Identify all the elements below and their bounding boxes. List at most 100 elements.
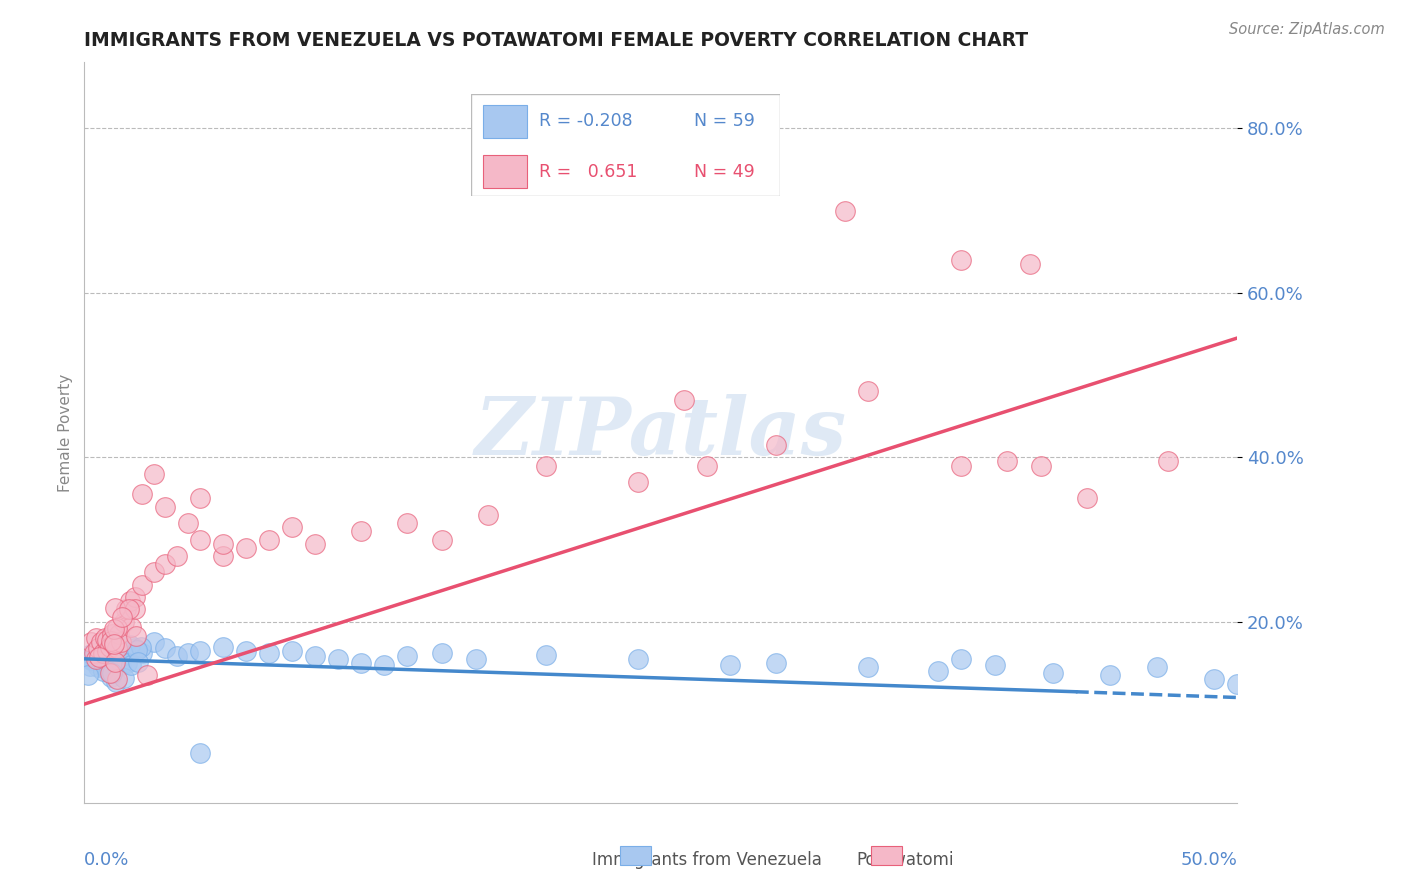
- Point: [142, 635, 165, 649]
- Point: [101, 649, 124, 664]
- Point: [94, 632, 117, 646]
- Point: [103, 635, 125, 649]
- Point: [103, 637, 125, 651]
- Point: [84, 656, 107, 670]
- Point: [108, 656, 131, 670]
- Point: [87, 646, 110, 660]
- Point: [124, 601, 146, 615]
- Point: [94, 641, 117, 656]
- Point: [235, 643, 257, 657]
- Point: [105, 641, 128, 656]
- Text: N = 49: N = 49: [693, 162, 755, 180]
- Point: [211, 549, 233, 563]
- Point: [257, 533, 280, 547]
- Point: [257, 646, 280, 660]
- Point: [949, 652, 972, 666]
- Point: [105, 674, 128, 689]
- Point: [105, 673, 128, 687]
- Point: [104, 601, 127, 615]
- Point: [98, 643, 121, 657]
- Point: [235, 541, 257, 555]
- Point: [91, 664, 114, 678]
- Point: [118, 638, 141, 652]
- Text: Immigrants from Venezuela: Immigrants from Venezuela: [592, 851, 821, 869]
- Point: [115, 656, 138, 670]
- Point: [1319, 676, 1341, 690]
- Text: Potawatomi: Potawatomi: [856, 851, 955, 869]
- Point: [104, 655, 127, 669]
- Point: [90, 650, 112, 665]
- Point: [115, 640, 138, 654]
- Point: [672, 392, 695, 407]
- Point: [87, 641, 110, 656]
- Point: [111, 609, 134, 624]
- Point: [131, 487, 153, 501]
- Point: [627, 652, 650, 666]
- Point: [304, 649, 326, 664]
- Point: [153, 558, 176, 572]
- Point: [89, 635, 111, 649]
- Point: [350, 524, 373, 539]
- Point: [89, 654, 111, 668]
- Point: [350, 656, 373, 670]
- Point: [103, 622, 125, 636]
- Point: [98, 640, 121, 654]
- Point: [125, 642, 148, 657]
- Point: [96, 643, 118, 657]
- Point: [858, 660, 880, 674]
- Point: [765, 438, 787, 452]
- Point: [153, 500, 176, 514]
- Point: [112, 671, 135, 685]
- Point: [105, 621, 128, 635]
- Point: [166, 649, 188, 664]
- Point: [188, 491, 211, 506]
- Point: [396, 649, 419, 664]
- Point: [83, 646, 105, 660]
- Point: [83, 648, 105, 662]
- Point: [96, 632, 118, 647]
- Point: [326, 652, 349, 666]
- Point: [91, 657, 114, 672]
- Point: [465, 652, 488, 666]
- Point: [1018, 257, 1040, 271]
- Point: [373, 657, 395, 672]
- Point: [1031, 458, 1053, 473]
- Point: [84, 643, 107, 657]
- Point: [80, 635, 103, 649]
- Point: [120, 643, 142, 657]
- Point: [101, 627, 124, 641]
- Point: [177, 516, 200, 530]
- Point: [1157, 454, 1180, 468]
- Point: [120, 594, 142, 608]
- Point: [430, 533, 453, 547]
- Point: [120, 658, 142, 673]
- Point: [115, 602, 138, 616]
- Point: [79, 659, 101, 673]
- Text: 0.0%: 0.0%: [84, 851, 129, 869]
- Point: [142, 566, 165, 580]
- Point: [100, 666, 122, 681]
- Point: [1204, 673, 1226, 687]
- Point: [124, 590, 146, 604]
- Point: [396, 516, 419, 530]
- Point: [98, 665, 121, 680]
- FancyBboxPatch shape: [484, 155, 527, 188]
- Point: [211, 536, 233, 550]
- Point: [79, 647, 101, 661]
- Point: [188, 533, 211, 547]
- Point: [103, 646, 125, 660]
- Point: [103, 638, 125, 652]
- Point: [91, 646, 114, 660]
- Point: [87, 649, 110, 664]
- Point: [534, 458, 557, 473]
- Point: [97, 664, 120, 678]
- Text: N = 59: N = 59: [693, 112, 755, 130]
- Point: [101, 657, 124, 672]
- Point: [281, 643, 304, 657]
- Point: [120, 620, 142, 634]
- Point: [105, 652, 128, 666]
- Point: [108, 643, 131, 657]
- Point: [131, 578, 153, 592]
- Point: [949, 252, 972, 267]
- Point: [1226, 676, 1249, 690]
